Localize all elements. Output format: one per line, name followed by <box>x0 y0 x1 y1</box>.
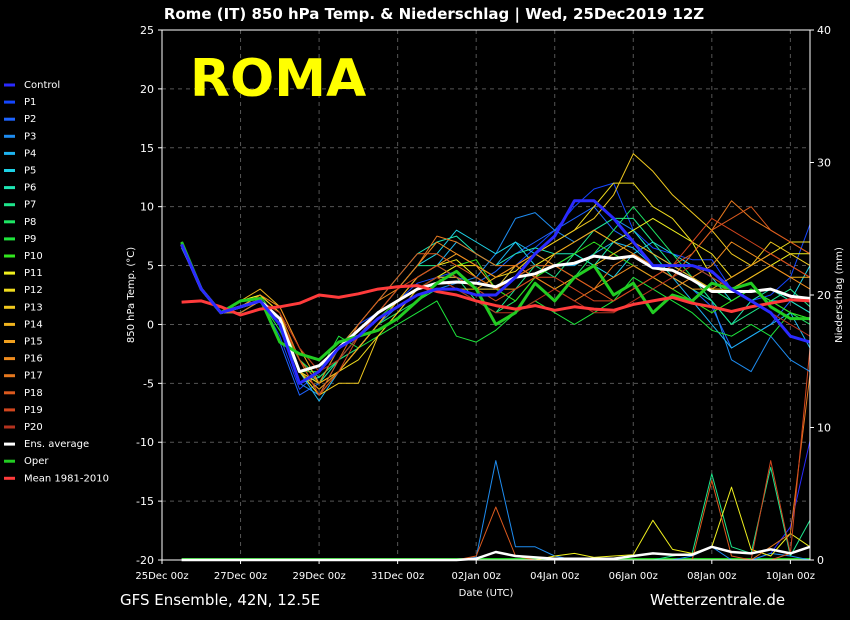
legend: Control P1 P2 P3 P4 P5 P6 P7 P8 P9 P10 P11 P12 P13 P14… <box>4 80 109 484</box>
legend-label: P10 <box>24 251 43 262</box>
legend-label: P20 <box>24 422 43 433</box>
y2-tick-label: 20 <box>817 289 831 302</box>
x-tick-label: 06Jan 00z <box>609 571 658 582</box>
legend-label: P4 <box>24 148 36 159</box>
legend-label: P16 <box>24 354 43 365</box>
legend-label: Mean 1981-2010 <box>24 473 109 484</box>
series-line-p20 <box>181 244 811 373</box>
y-tick-label: -5 <box>143 377 154 390</box>
y-tick-label: 15 <box>140 142 154 155</box>
y2-tick-label: 10 <box>817 422 831 435</box>
y-tick-label: -10 <box>136 436 154 449</box>
y-tick-label: 5 <box>147 260 154 273</box>
y2-tick-label: 30 <box>817 157 831 170</box>
series-line-mean-1981-2010 <box>181 284 811 317</box>
legend-label: P14 <box>24 319 43 330</box>
y-tick-label: 10 <box>140 201 154 214</box>
y-tick-label: 20 <box>140 83 154 96</box>
x-tick-label: 04Jan 00z <box>530 571 579 582</box>
legend-label: P12 <box>24 285 43 296</box>
x-axis-dates: 25Dec 00z 27Dec 00z 29Dec 00z 31Dec 00z 02Ja… <box>135 560 815 582</box>
legend-label: P13 <box>24 302 43 313</box>
y-tick-label: 0 <box>147 318 154 331</box>
legend-label: P8 <box>24 217 36 228</box>
legend-label: P1 <box>24 97 36 108</box>
legend-label: Oper <box>24 456 49 467</box>
x-tick-label: 29Dec 00z <box>292 571 345 582</box>
y-tick-label: -15 <box>136 495 154 508</box>
legend-label: P7 <box>24 200 36 211</box>
x-tick-label: 10Jan 00z <box>766 571 815 582</box>
city-label: ROMA <box>190 49 366 109</box>
legend-label: P2 <box>24 114 36 125</box>
legend-label: P15 <box>24 337 43 348</box>
y-tick-label: -20 <box>136 554 154 567</box>
y-axis-precipitation: 0 10 20 30 40 <box>810 24 831 567</box>
x-tick-label: 08Jan 00z <box>687 571 736 582</box>
legend-label: P9 <box>24 234 36 245</box>
legend-label: P6 <box>24 183 36 194</box>
y2-tick-label: 40 <box>817 24 831 37</box>
chart-title: Rome (IT) 850 hPa Temp. & Niederschlag |… <box>164 5 704 24</box>
series-line-p2 <box>181 206 811 396</box>
y-axis-temperature: -20 -15 -10 -5 0 5 10 15 20 25 <box>136 24 162 567</box>
legend-label: P19 <box>24 405 43 416</box>
series-line-control <box>180 199 811 385</box>
legend-label: Control <box>24 80 60 91</box>
legend-label: P3 <box>24 131 36 142</box>
legend-label: Ens. average <box>24 439 89 450</box>
footer-source: GFS Ensemble, 42N, 12.5E <box>120 591 320 609</box>
x-tick-label: 02Jan 00z <box>452 571 501 582</box>
x-tick-label: 31Dec 00z <box>371 571 424 582</box>
x-tick-label: 27Dec 00z <box>214 571 267 582</box>
x-tick-label: 25Dec 00z <box>135 571 188 582</box>
legend-label: P5 <box>24 166 36 177</box>
legend-label: P11 <box>24 268 43 279</box>
x-axis-label: Date (UTC) <box>459 588 514 599</box>
y-axis-label: 850 hPa Temp. (°C) <box>126 247 137 343</box>
y-tick-label: 25 <box>140 24 154 37</box>
legend-label: P18 <box>24 388 43 399</box>
footer-site: Wetterzentrale.de <box>650 591 785 609</box>
legend-label: P17 <box>24 371 43 382</box>
y2-tick-label: 0 <box>817 554 824 567</box>
y2-axis-label: Niederschlag (mm) <box>834 247 845 343</box>
